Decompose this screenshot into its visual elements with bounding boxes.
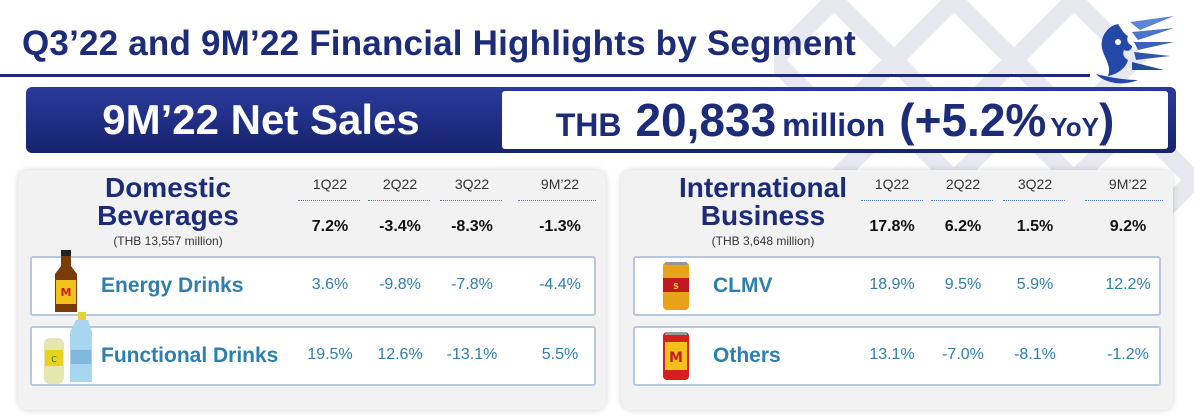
row-name-clmv: CLMV xyxy=(713,274,773,297)
cell-value: -7.8% xyxy=(451,276,493,293)
col-header-2q22: 2Q22 xyxy=(382,176,418,192)
paren-open: ( xyxy=(899,94,915,146)
col-header-3q22: 3Q22 xyxy=(454,176,490,192)
international-total-2q22: 6.2% xyxy=(944,218,982,235)
cell-value: 9.5% xyxy=(944,276,982,293)
energy-drink-bottle-icon: M xyxy=(55,250,77,312)
international-total-1q22: 17.8% xyxy=(869,218,915,235)
svg-text:S: S xyxy=(673,282,679,291)
net-sales-banner: 9M’22 Net Sales THB 20,833 million ( +5.… xyxy=(26,87,1176,153)
col-header-3q22: 3Q22 xyxy=(1017,176,1053,192)
company-logo-icon xyxy=(1096,16,1174,84)
svg-text:M: M xyxy=(669,350,683,366)
col-divider xyxy=(931,200,993,201)
international-business-panel: International Business (THB 3,648 millio… xyxy=(621,170,1173,410)
m150-can-icon: M xyxy=(663,332,689,380)
svg-text:M: M xyxy=(61,286,72,299)
domestic-subtitle: (THB 13,557 million) xyxy=(113,234,223,248)
cell-value: 19.5% xyxy=(307,346,353,363)
cell-value: 5.5% xyxy=(541,346,579,363)
cell-value: 13.1% xyxy=(869,346,915,363)
col-header-1q22: 1Q22 xyxy=(312,176,348,192)
cell-value: 12.2% xyxy=(1105,276,1151,293)
domestic-title-line1: Domestic xyxy=(104,172,232,203)
net-sales-change-suffix: YoY xyxy=(1050,112,1099,142)
cell-value: -13.1% xyxy=(446,346,498,363)
cell-value: -9.8% xyxy=(379,276,421,293)
svg-text:C: C xyxy=(51,355,57,364)
cell-value: 18.9% xyxy=(869,276,915,293)
row-name-energy-drinks: Energy Drinks xyxy=(101,274,244,297)
international-total-3q22: 1.5% xyxy=(1016,218,1054,235)
col-divider xyxy=(1003,200,1065,201)
net-sales-change: +5.2% xyxy=(914,94,1047,146)
page-title: Q3’22 and 9M’22 Financial Highlights by … xyxy=(22,24,857,63)
functional-drink-bottles-icon: C xyxy=(44,312,92,384)
table-row: M Energy Drinks 3.6% -9.8% -7.8% -4.4% xyxy=(30,250,596,316)
net-sales-currency: THB xyxy=(555,107,622,143)
domestic-total-3q22: -8.3% xyxy=(451,218,493,235)
col-header-1q22: 1Q22 xyxy=(874,176,910,192)
international-total-9m22: 9.2% xyxy=(1109,218,1147,235)
table-row: C Functional Drinks 19.5% 12.6% -13.1% 5… xyxy=(30,312,596,386)
col-divider xyxy=(861,200,923,201)
cell-value: -7.0% xyxy=(942,346,984,363)
paren-close: ) xyxy=(1098,94,1115,146)
col-divider xyxy=(440,200,502,201)
table-row: M Others 13.1% -7.0% -8.1% -1.2% xyxy=(633,326,1161,386)
cell-value: -8.1% xyxy=(1014,346,1056,363)
col-divider xyxy=(518,200,596,201)
international-title-line2: Business xyxy=(700,200,826,231)
title-underline xyxy=(0,74,1090,77)
shark-can-icon: S xyxy=(663,262,689,310)
domestic-total-1q22: 7.2% xyxy=(311,218,349,235)
domestic-title-line2: Beverages xyxy=(97,200,239,231)
col-header-9m22: 9M’22 xyxy=(1108,176,1148,192)
table-row: S CLMV 18.9% 9.5% 5.9% 12.2% xyxy=(633,256,1161,316)
row-name-others: Others xyxy=(713,344,781,367)
cell-value: -1.2% xyxy=(1107,346,1149,363)
row-name-functional-drinks: Functional Drinks xyxy=(101,344,279,367)
domestic-total-2q22: -3.4% xyxy=(379,218,421,235)
cell-value: 5.9% xyxy=(1016,276,1054,293)
domestic-total-9m22: -1.3% xyxy=(539,218,581,235)
col-divider xyxy=(368,200,430,201)
net-sales-value: 20,833 xyxy=(635,94,777,146)
cell-value: 3.6% xyxy=(311,276,349,293)
col-header-9m22: 9M’22 xyxy=(540,176,580,192)
col-header-2q22: 2Q22 xyxy=(945,176,981,192)
col-divider xyxy=(1085,200,1163,201)
international-subtitle: (THB 3,648 million) xyxy=(711,234,815,248)
cell-value: 12.6% xyxy=(377,346,423,363)
net-sales-label: 9M’22 Net Sales xyxy=(102,96,420,143)
international-title-line1: International xyxy=(678,172,847,203)
domestic-beverages-panel: Domestic Beverages (THB 13,557 million) … xyxy=(18,170,606,410)
col-divider xyxy=(298,200,360,201)
net-sales-value-box: THB 20,833 million ( +5.2% YoY ) xyxy=(502,91,1168,149)
net-sales-unit: million xyxy=(782,107,886,143)
cell-value: -4.4% xyxy=(539,276,581,293)
